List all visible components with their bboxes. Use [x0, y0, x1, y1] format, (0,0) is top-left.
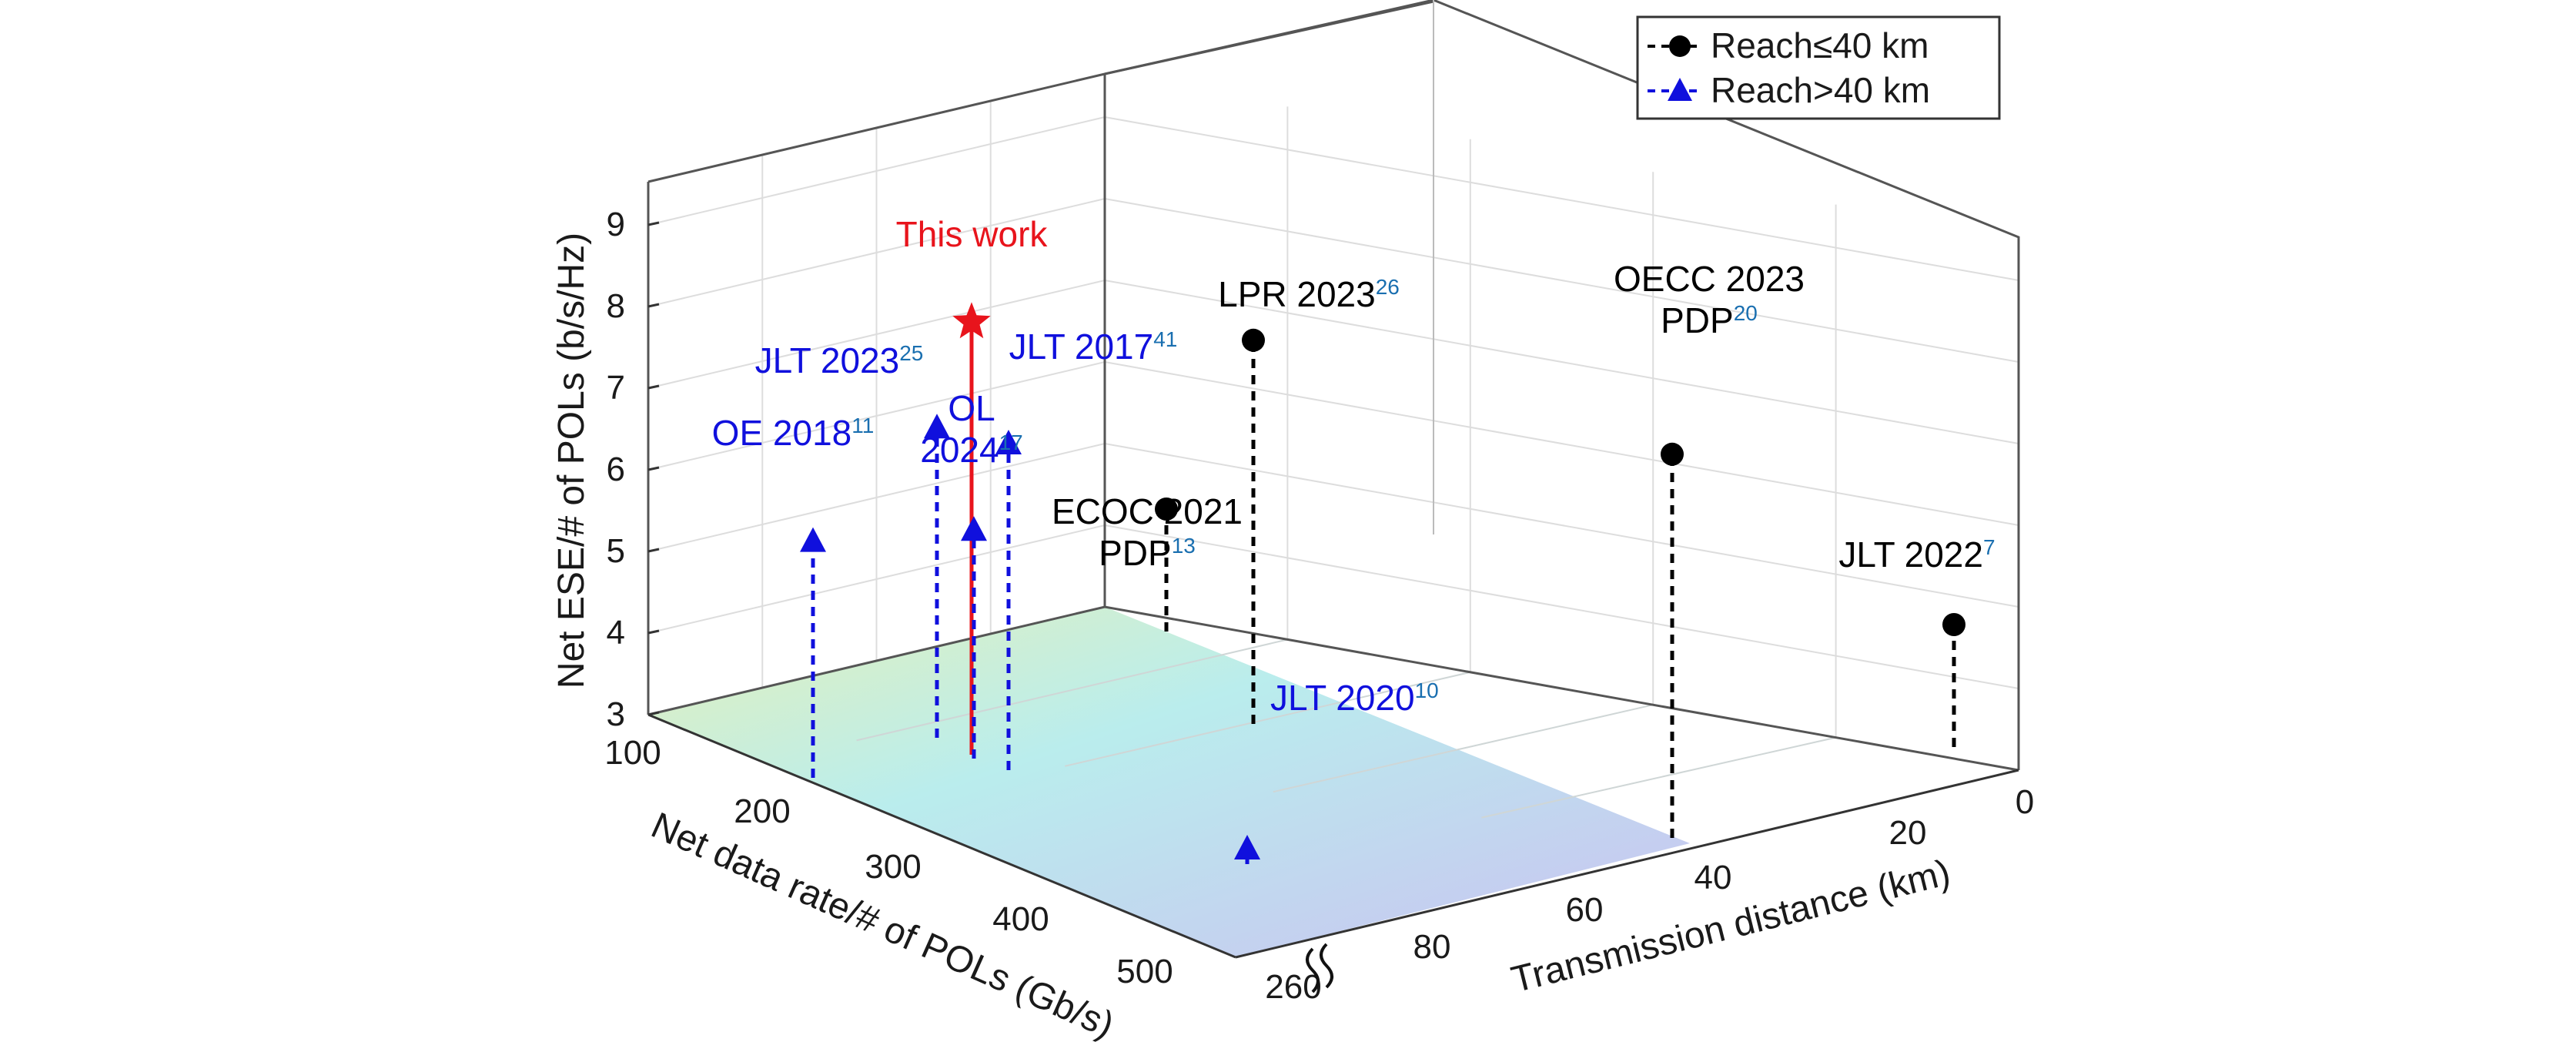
z-tick-mark	[647, 221, 660, 226]
grid-line	[1104, 443, 2019, 608]
marker-circle	[1661, 442, 1684, 466]
x-axis-line	[647, 713, 1236, 959]
y-tick: 40	[1694, 859, 1732, 896]
point-label: JLT 202325	[755, 340, 924, 380]
x-tick: 500	[1116, 953, 1173, 990]
z-tick-mark	[647, 384, 660, 390]
point-label: JLT 20227	[1838, 534, 1995, 575]
point-label: JLT 201741	[1009, 327, 1178, 367]
z-tick: 5	[607, 532, 625, 570]
axis-break-mark	[1306, 943, 1333, 993]
grid	[647, 101, 2019, 819]
grid-line	[856, 638, 1288, 742]
y-axis-line	[1235, 769, 2019, 959]
legend: Reach≤40 km Reach>40 km	[1636, 15, 2001, 120]
marker-triangle	[1234, 835, 1260, 859]
data-marks: This work LPR 202326 OECC 2023 PDP20 ECOC 20…	[712, 214, 1996, 864]
x-tick: 260	[1265, 968, 1321, 1006]
point-label: OL 202417	[920, 388, 1023, 470]
marker-triangle	[961, 516, 987, 541]
x-tick: 400	[992, 900, 1049, 938]
z-tick: 6	[607, 451, 625, 488]
z-tick: 7	[607, 369, 625, 407]
y-tick: 20	[1889, 814, 1927, 852]
grid-line	[1104, 116, 2019, 281]
point-label: JLT 202010	[1270, 678, 1439, 718]
z-tick: 3	[607, 695, 625, 733]
grid-line	[1481, 736, 1836, 819]
grid-line	[1104, 280, 2019, 444]
z-tick-mark	[647, 466, 660, 471]
grid-line	[1273, 704, 1654, 793]
legend-marker-triangle	[1668, 78, 1692, 101]
z-axis-label: Net ESE/# of POLs (b/s/Hz)	[551, 233, 592, 689]
floor-surface	[648, 607, 1690, 957]
grid-line	[1104, 361, 2019, 526]
axes-box	[647, 0, 2020, 959]
y-tick: 80	[1413, 928, 1451, 966]
marker-triangle	[800, 527, 826, 552]
point-label: This work	[896, 214, 1049, 254]
marker-triangle	[995, 430, 1022, 454]
z-tick: 4	[607, 614, 625, 652]
x-tick: 200	[734, 792, 790, 830]
z-tick-mark	[647, 548, 660, 553]
legend-label-reach-short: Reach≤40 km	[1711, 25, 1929, 65]
marker-triangle	[924, 414, 950, 439]
x-axis-ticks: 100 200 300 400 500 260	[604, 734, 1321, 1006]
grid-line	[1064, 671, 1471, 767]
z-tick-mark	[647, 711, 660, 716]
legend-label-reach-long: Reach>40 km	[1711, 70, 1930, 110]
marker-circle	[1242, 328, 1265, 352]
grid-line	[1104, 524, 2019, 689]
legend-box	[1636, 15, 2001, 120]
x-tick: 300	[865, 848, 921, 886]
marker-circle	[1155, 498, 1178, 521]
point-label: OE 201811	[712, 413, 875, 453]
y-axis-ticks: 0 20 40 60 80	[1413, 783, 2035, 966]
marker-star	[952, 302, 991, 339]
marker-circle	[1942, 613, 1965, 636]
x-tick: 100	[604, 734, 661, 772]
z-tick: 8	[607, 287, 625, 325]
legend-marker-circle	[1669, 35, 1691, 57]
point-label: LPR 202326	[1218, 274, 1400, 314]
y-tick: 0	[2016, 783, 2034, 821]
grid-line	[1104, 198, 2019, 363]
point-label: ECOC 2021 PDP13	[1052, 491, 1243, 573]
z-tick-mark	[647, 303, 660, 308]
axes-edge	[1104, 0, 1434, 75]
y-tick: 60	[1566, 891, 1604, 929]
z-tick: 9	[607, 206, 625, 243]
z-tick-mark	[647, 629, 660, 635]
point-label: OECC 2023 PDP20	[1614, 259, 1805, 340]
z-axis-ticks: 3 4 5 6 7 8 9	[607, 206, 625, 733]
